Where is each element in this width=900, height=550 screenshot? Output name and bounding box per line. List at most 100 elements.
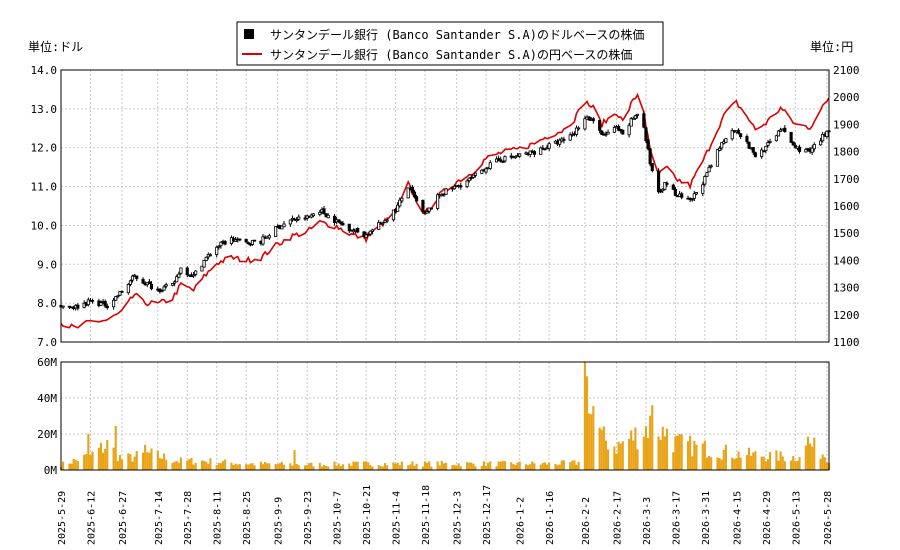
candle-body xyxy=(368,230,372,235)
candle-body xyxy=(747,141,751,149)
volume-bar xyxy=(150,448,153,470)
volume-bar xyxy=(173,461,176,470)
volume-bar xyxy=(703,440,706,470)
candle-body xyxy=(288,219,292,225)
candlestick xyxy=(120,290,124,293)
candlestick xyxy=(471,174,475,179)
candle-body xyxy=(606,131,610,135)
volume-bar xyxy=(245,464,248,470)
volume-bar xyxy=(783,461,786,470)
volume-tick-label: 20M xyxy=(37,428,57,441)
volume-bar xyxy=(423,461,427,470)
candlestick xyxy=(736,128,741,135)
candlestick xyxy=(200,265,204,272)
candle-body xyxy=(499,159,503,162)
candle-body xyxy=(267,235,271,239)
volume-bar xyxy=(341,464,345,470)
volume-bar xyxy=(777,460,780,470)
volume-bar xyxy=(337,463,340,470)
candle-body xyxy=(105,305,109,309)
volume-bar xyxy=(207,463,210,470)
jpy-price-line xyxy=(60,92,830,329)
volume-bar xyxy=(177,462,180,470)
candlestick xyxy=(295,217,299,223)
candle-body xyxy=(356,227,360,233)
candle-body xyxy=(600,130,604,135)
volume-bar xyxy=(209,458,212,470)
candlestick xyxy=(648,148,652,167)
candle-body xyxy=(558,139,562,145)
x-tick-label: 2025-5-29 xyxy=(57,491,68,545)
volume-bar xyxy=(457,463,460,470)
volume-bar xyxy=(261,464,265,470)
volume-bar xyxy=(381,466,384,470)
volume-bar xyxy=(516,462,519,470)
candlestick xyxy=(583,115,587,131)
volume-bar xyxy=(455,465,458,470)
candlestick xyxy=(179,267,183,275)
volume-bar xyxy=(99,442,103,470)
volume-bar xyxy=(545,464,549,470)
volume-bar xyxy=(165,459,168,470)
candle-body xyxy=(598,120,602,131)
candlestick xyxy=(385,217,389,224)
candle-body xyxy=(421,199,425,212)
candle-body xyxy=(783,127,787,133)
candle-body xyxy=(659,190,663,193)
candle-body xyxy=(295,219,299,222)
volume-bar xyxy=(120,459,124,470)
right-tick-label: 1200 xyxy=(833,309,860,322)
volume-bar xyxy=(221,461,225,470)
volume-bar xyxy=(588,413,591,470)
candlestick xyxy=(701,181,705,197)
candlestick xyxy=(362,230,366,239)
volume-bar xyxy=(775,450,778,470)
volume-bar xyxy=(436,461,439,470)
candle-body xyxy=(715,149,720,167)
volume-bar xyxy=(499,461,502,470)
candlestick xyxy=(518,153,522,159)
candle-body xyxy=(223,241,227,245)
volume-bar xyxy=(524,464,528,470)
candle-body xyxy=(396,204,400,212)
volume-bar xyxy=(312,466,315,470)
candle-body xyxy=(99,302,103,306)
candlestick xyxy=(587,115,591,121)
volume-bar xyxy=(348,463,351,470)
volume-tick-label: 60M xyxy=(37,356,57,369)
candlestick xyxy=(103,299,107,308)
candlestick xyxy=(368,230,372,237)
volume-tick-label: 40M xyxy=(37,392,57,405)
candle-body xyxy=(130,275,135,281)
candlestick xyxy=(469,174,473,181)
x-tick-label: 2025-10-21 xyxy=(362,485,373,545)
legend-label-usd: サンタンデール銀行 (Banco Santander S.A)のドルベースの株価 xyxy=(270,27,644,42)
volume-bar xyxy=(676,435,679,470)
volume-bar xyxy=(230,462,233,470)
candlestick xyxy=(141,277,145,284)
candle-body xyxy=(473,172,478,176)
candle-body xyxy=(793,144,797,148)
candle-body xyxy=(543,148,547,151)
volume-bar xyxy=(480,465,483,470)
volume-bar xyxy=(510,462,513,470)
candle-body xyxy=(427,207,431,212)
volume-bar xyxy=(680,434,683,470)
candle-body xyxy=(179,267,183,274)
candle-body xyxy=(381,222,385,225)
volume-bar xyxy=(234,463,237,470)
candlestick xyxy=(202,259,206,268)
volume-bar xyxy=(129,454,132,470)
candle-body xyxy=(692,193,696,199)
volume-bar xyxy=(752,452,755,470)
candle-body xyxy=(318,212,322,215)
volume-bar xyxy=(779,451,782,470)
candle-body xyxy=(309,214,313,218)
candlestick xyxy=(606,129,610,135)
candlestick xyxy=(680,191,684,200)
candle-body xyxy=(173,281,177,284)
left-tick-label: 7.0 xyxy=(37,336,57,349)
candle-body xyxy=(118,291,122,296)
candle-body xyxy=(776,130,781,137)
legend: サンタンデール銀行 (Banco Santander S.A)のドルベースの株価… xyxy=(236,21,664,66)
